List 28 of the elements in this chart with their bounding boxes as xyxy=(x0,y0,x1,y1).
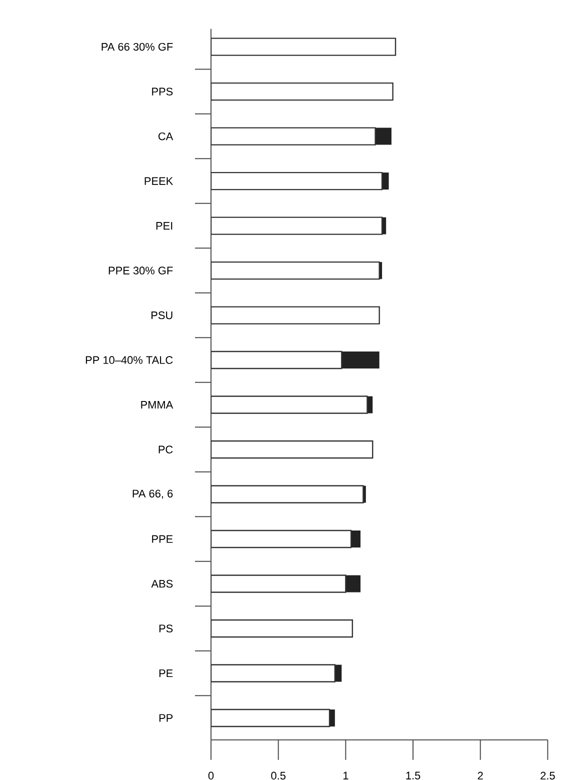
y-tick-label: PEI xyxy=(156,222,172,230)
y-tick-label: PSU xyxy=(152,311,172,320)
bar xyxy=(382,172,389,190)
y-tick-label: PP xyxy=(159,714,173,722)
y-tick-label: PPE xyxy=(152,535,173,543)
x-tick-label: 2 xyxy=(478,772,483,780)
y-tick-label: PEEK xyxy=(144,177,174,185)
x-tick-label: 2.5 xyxy=(540,772,555,780)
x-tick-label: 1 xyxy=(343,772,348,780)
bar xyxy=(375,128,392,145)
y-tick-label: PA 66 30% GF xyxy=(102,42,173,51)
bar xyxy=(351,530,360,548)
y-tick-label: CA xyxy=(158,132,174,140)
x-tick-label: 0 xyxy=(208,772,214,780)
bar xyxy=(346,575,360,592)
bar xyxy=(342,352,380,369)
x-tick-label: 0.5 xyxy=(271,772,286,780)
y-tick-label: PPS xyxy=(152,88,173,96)
y-tick-label: PPE 30% GF xyxy=(108,266,173,274)
y-tick-label: PMMA xyxy=(141,401,174,409)
y-tick-label: PC xyxy=(158,446,173,454)
y-tick-label: ABS xyxy=(151,580,173,588)
x-tick-label: 1.5 xyxy=(406,772,420,780)
y-tick-label: PS xyxy=(159,624,173,632)
y-tick-label: PE xyxy=(159,669,173,678)
y-tick-label: PA 66, 6 xyxy=(132,490,173,499)
y-tick-label: PP 10–40% TALC xyxy=(86,356,173,364)
bar xyxy=(330,710,335,726)
